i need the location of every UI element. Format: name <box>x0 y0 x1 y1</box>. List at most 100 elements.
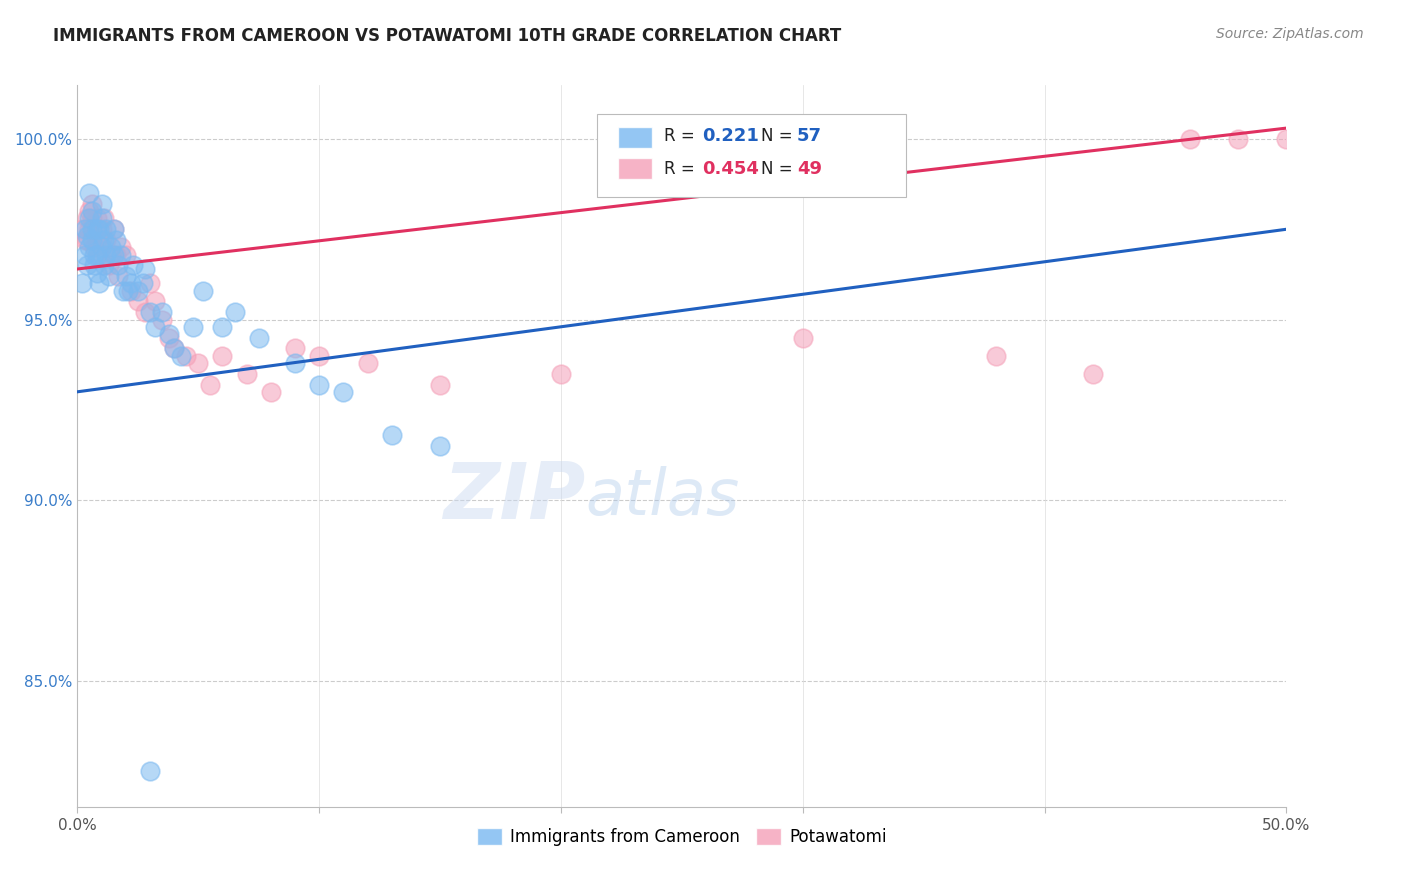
Point <box>83 247 105 261</box>
Text: 0.454: 0.454 <box>703 161 759 178</box>
Point <box>105 233 128 247</box>
Point <box>96 247 118 261</box>
Point <box>86 266 108 280</box>
Point <box>150 312 173 326</box>
Point <box>139 305 162 319</box>
Point <box>79 186 101 200</box>
Point <box>90 233 112 247</box>
Point <box>86 222 108 236</box>
Point <box>284 356 307 370</box>
Point <box>381 428 404 442</box>
Point <box>127 284 149 298</box>
Point <box>187 356 209 370</box>
Point <box>139 277 162 291</box>
Point <box>80 197 103 211</box>
Point <box>93 233 115 247</box>
Point <box>105 247 128 261</box>
Text: ZIP: ZIP <box>443 458 585 534</box>
Point <box>122 259 145 273</box>
Point <box>550 367 572 381</box>
Point <box>127 294 149 309</box>
Point <box>134 262 156 277</box>
Point <box>97 259 120 273</box>
Point <box>80 222 103 236</box>
Text: IMMIGRANTS FROM CAMEROON VS POTAWATOMI 10TH GRADE CORRELATION CHART: IMMIGRANTS FROM CAMEROON VS POTAWATOMI 1… <box>53 27 842 45</box>
Point <box>103 247 125 261</box>
Point <box>80 204 103 219</box>
Text: R =: R = <box>664 127 700 145</box>
Text: 0.221: 0.221 <box>703 127 759 145</box>
Point <box>90 240 112 254</box>
Point <box>1081 367 1104 381</box>
Point <box>79 222 101 236</box>
Point <box>87 277 110 291</box>
Point <box>429 377 451 392</box>
Point <box>79 211 101 226</box>
Point <box>73 222 96 236</box>
Point <box>83 222 105 236</box>
Point <box>174 349 197 363</box>
Point <box>90 211 112 226</box>
Text: N =: N = <box>761 161 797 178</box>
Point <box>96 222 118 236</box>
Point <box>986 349 1008 363</box>
Point <box>110 247 132 261</box>
Point <box>80 233 103 247</box>
Point <box>112 284 135 298</box>
Point <box>97 269 120 284</box>
Text: 49: 49 <box>797 161 821 178</box>
Bar <box>617 159 652 178</box>
Point <box>429 439 451 453</box>
Point <box>79 204 101 219</box>
Point <box>76 233 98 247</box>
Y-axis label: 10th Grade: 10th Grade <box>0 402 3 490</box>
Point <box>120 284 142 298</box>
Point <box>163 342 186 356</box>
Point <box>143 319 166 334</box>
Point <box>183 319 205 334</box>
Point <box>211 349 233 363</box>
Point <box>86 211 108 226</box>
Point <box>139 764 162 779</box>
Point <box>76 259 98 273</box>
Point <box>73 247 96 261</box>
Point <box>150 305 173 319</box>
Point <box>76 211 98 226</box>
Point <box>332 384 354 399</box>
Point <box>103 222 125 236</box>
Point <box>157 326 180 341</box>
Text: 57: 57 <box>797 127 821 145</box>
Text: N =: N = <box>761 127 797 145</box>
Point <box>134 305 156 319</box>
Point <box>1178 132 1201 146</box>
Point <box>93 211 115 226</box>
Point <box>131 277 153 291</box>
Point <box>86 247 108 261</box>
Point <box>235 367 257 381</box>
Point <box>200 377 222 392</box>
Bar <box>617 128 652 147</box>
FancyBboxPatch shape <box>598 113 905 197</box>
Point <box>79 240 101 254</box>
Point <box>87 222 110 236</box>
Point <box>86 233 108 247</box>
Point <box>1275 132 1298 146</box>
Point <box>247 331 270 345</box>
Point <box>107 259 129 273</box>
Legend: Immigrants from Cameroon, Potawatomi: Immigrants from Cameroon, Potawatomi <box>470 822 894 853</box>
Point <box>157 331 180 345</box>
Point <box>110 240 132 254</box>
Point <box>120 277 142 291</box>
Point <box>73 233 96 247</box>
Point <box>83 240 105 254</box>
Point <box>260 384 283 399</box>
Point <box>284 342 307 356</box>
Point <box>100 247 122 261</box>
Text: Source: ZipAtlas.com: Source: ZipAtlas.com <box>1216 27 1364 41</box>
Point <box>83 259 105 273</box>
Point <box>100 240 122 254</box>
Point <box>76 229 98 244</box>
Point <box>143 294 166 309</box>
Point <box>170 349 193 363</box>
Point <box>107 269 129 284</box>
